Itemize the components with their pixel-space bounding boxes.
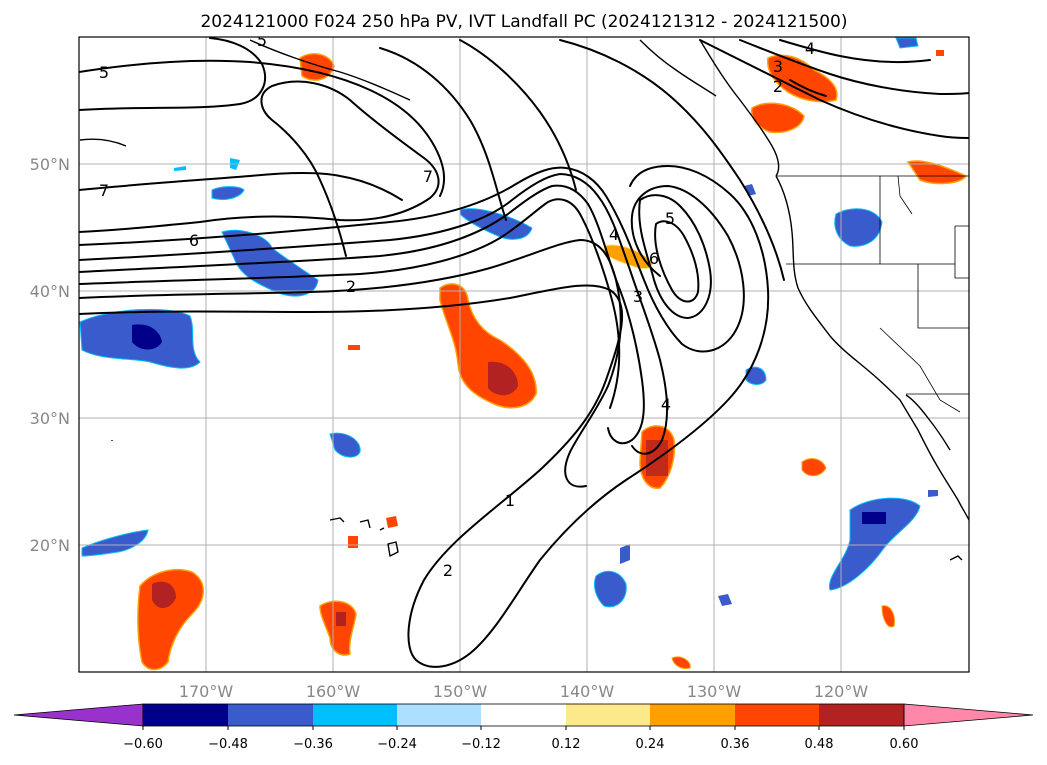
contour-label: 5 bbox=[257, 31, 267, 50]
pv-contours bbox=[79, 37, 969, 668]
contour-label: 4 bbox=[661, 395, 671, 414]
contour-label: 7 bbox=[423, 167, 433, 186]
colorbar-bin bbox=[228, 704, 313, 726]
contour-label: 4 bbox=[805, 39, 815, 58]
contour-label: 2 bbox=[346, 277, 356, 296]
negative-anomaly bbox=[174, 166, 186, 171]
contour-label: 5 bbox=[665, 209, 675, 228]
lon-tick-label: 140°W bbox=[560, 682, 615, 701]
colorbar-bin bbox=[397, 704, 481, 726]
colorbar-tick-label: −0.60 bbox=[123, 737, 163, 752]
positive-anomaly bbox=[386, 516, 398, 528]
colorbar-bin bbox=[481, 704, 566, 726]
negative-anomaly bbox=[834, 208, 883, 247]
positive-anomaly bbox=[348, 536, 358, 548]
colorbar-bin bbox=[650, 704, 735, 726]
negative-anomaly bbox=[593, 570, 627, 608]
lon-tick-label: 130°W bbox=[687, 682, 742, 701]
colorbar-bin bbox=[313, 704, 397, 726]
colorbar-tick-label: −0.36 bbox=[293, 737, 333, 752]
contour-label: 6 bbox=[189, 231, 199, 250]
colorbar-tick-label: 0.60 bbox=[890, 737, 919, 752]
colorbar-ticks bbox=[142, 726, 905, 730]
contour-labels: 5 5 7 6 2 7 5 4 6 3 4 1 2 4 3 2 bbox=[99, 31, 815, 580]
contour-label: 4 bbox=[609, 225, 619, 244]
contour-label: 3 bbox=[633, 287, 643, 306]
colorbar-tick-label: −0.48 bbox=[208, 737, 248, 752]
lat-tick-label: 50°N bbox=[30, 155, 70, 174]
colorbar-tick-label: −0.12 bbox=[461, 737, 501, 752]
positive-anomaly-core bbox=[488, 361, 518, 396]
negative-anomaly-core bbox=[132, 324, 162, 350]
colorbar-bin bbox=[735, 704, 819, 726]
contour-label: 2 bbox=[443, 561, 453, 580]
colorbar-extend-high bbox=[903, 703, 1034, 727]
political-borders bbox=[776, 175, 969, 413]
map-background bbox=[79, 37, 969, 672]
positive-anomaly bbox=[671, 656, 691, 669]
negative-anomaly bbox=[718, 594, 732, 606]
longitude-labels: 170°W 160°W 150°W 140°W 130°W 120°W bbox=[179, 682, 869, 701]
colorbar-bin bbox=[819, 704, 904, 726]
lat-tick-label: 30°N bbox=[30, 409, 70, 428]
colorbar-extend-low bbox=[13, 703, 144, 727]
colorbar-tick-label: 0.48 bbox=[805, 737, 834, 752]
positive-anomaly bbox=[348, 345, 360, 350]
colorbar-bin bbox=[143, 704, 228, 726]
map-frame bbox=[78, 36, 970, 673]
lon-tick-label: 120°W bbox=[814, 682, 869, 701]
negative-anomaly bbox=[329, 432, 361, 458]
positive-anomaly bbox=[936, 50, 944, 56]
contour-label: 2 bbox=[773, 77, 783, 96]
lon-tick-label: 170°W bbox=[179, 682, 234, 701]
positive-anomaly bbox=[319, 600, 357, 656]
positive-anomaly bbox=[603, 244, 653, 270]
coastlines bbox=[79, 39, 969, 561]
contour-label: 3 bbox=[773, 57, 783, 76]
colorbar-tick-label: −0.24 bbox=[377, 737, 417, 752]
lon-tick-label: 160°W bbox=[306, 682, 361, 701]
contour-label: 7 bbox=[99, 181, 109, 200]
contour-label: 5 bbox=[99, 63, 109, 82]
colorbar-tick-label: 0.24 bbox=[636, 737, 665, 752]
colorbar: −0.60 −0.48 −0.36 −0.24 −0.12 0.12 0.24 … bbox=[13, 703, 1034, 752]
positive-anomaly bbox=[801, 458, 827, 477]
positive-anomaly-core bbox=[152, 581, 176, 609]
shaded-anomalies bbox=[79, 37, 968, 671]
positive-anomaly bbox=[881, 605, 895, 628]
positive-anomaly bbox=[767, 54, 838, 103]
colorbar-tick-label: 0.12 bbox=[552, 737, 581, 752]
lat-tick-label: 20°N bbox=[30, 536, 70, 555]
colorbar-tick-label: 0.36 bbox=[721, 737, 750, 752]
negative-anomaly bbox=[620, 544, 630, 564]
figure-title: 2024121000 F024 250 hPa PV, IVT Landfall… bbox=[200, 12, 847, 32]
negative-anomaly bbox=[928, 490, 938, 497]
colorbar-bin bbox=[566, 704, 650, 726]
lat-tick-label: 40°N bbox=[30, 282, 70, 301]
positive-anomaly-core bbox=[336, 612, 346, 626]
contour-label: 6 bbox=[649, 249, 659, 268]
map-content: 5 5 7 6 2 7 5 4 6 3 4 1 2 4 3 2 bbox=[79, 31, 969, 672]
negative-anomaly bbox=[459, 208, 533, 240]
negative-anomaly bbox=[895, 37, 919, 49]
negative-anomaly bbox=[829, 497, 921, 591]
negative-anomaly-core bbox=[862, 512, 886, 524]
lon-tick-label: 150°W bbox=[433, 682, 488, 701]
negative-anomaly bbox=[211, 186, 245, 201]
contour-label: 1 bbox=[505, 491, 515, 510]
negative-anomaly bbox=[745, 366, 767, 385]
latitude-labels: 50°N 40°N 30°N 20°N bbox=[30, 155, 70, 555]
